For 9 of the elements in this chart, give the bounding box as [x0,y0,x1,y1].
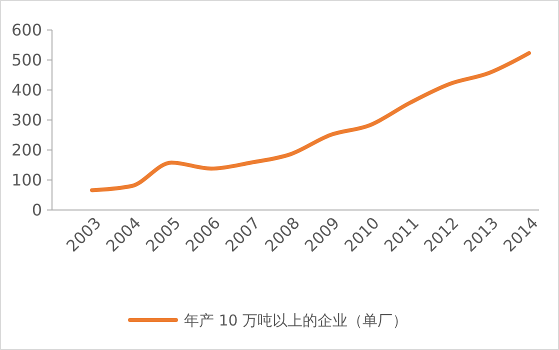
y-tick-label: 600 [11,20,42,40]
line-series [90,51,531,192]
y-tick-label: 200 [11,140,42,160]
legend-label: 年产 10 万吨以上的企业（单厂） [184,311,408,330]
y-tick-label: 400 [11,80,42,100]
y-tick-label: 500 [11,50,42,70]
y-tick-label: 300 [11,110,42,130]
y-tick-label: 0 [32,200,42,220]
y-tick-label: 100 [11,170,42,190]
